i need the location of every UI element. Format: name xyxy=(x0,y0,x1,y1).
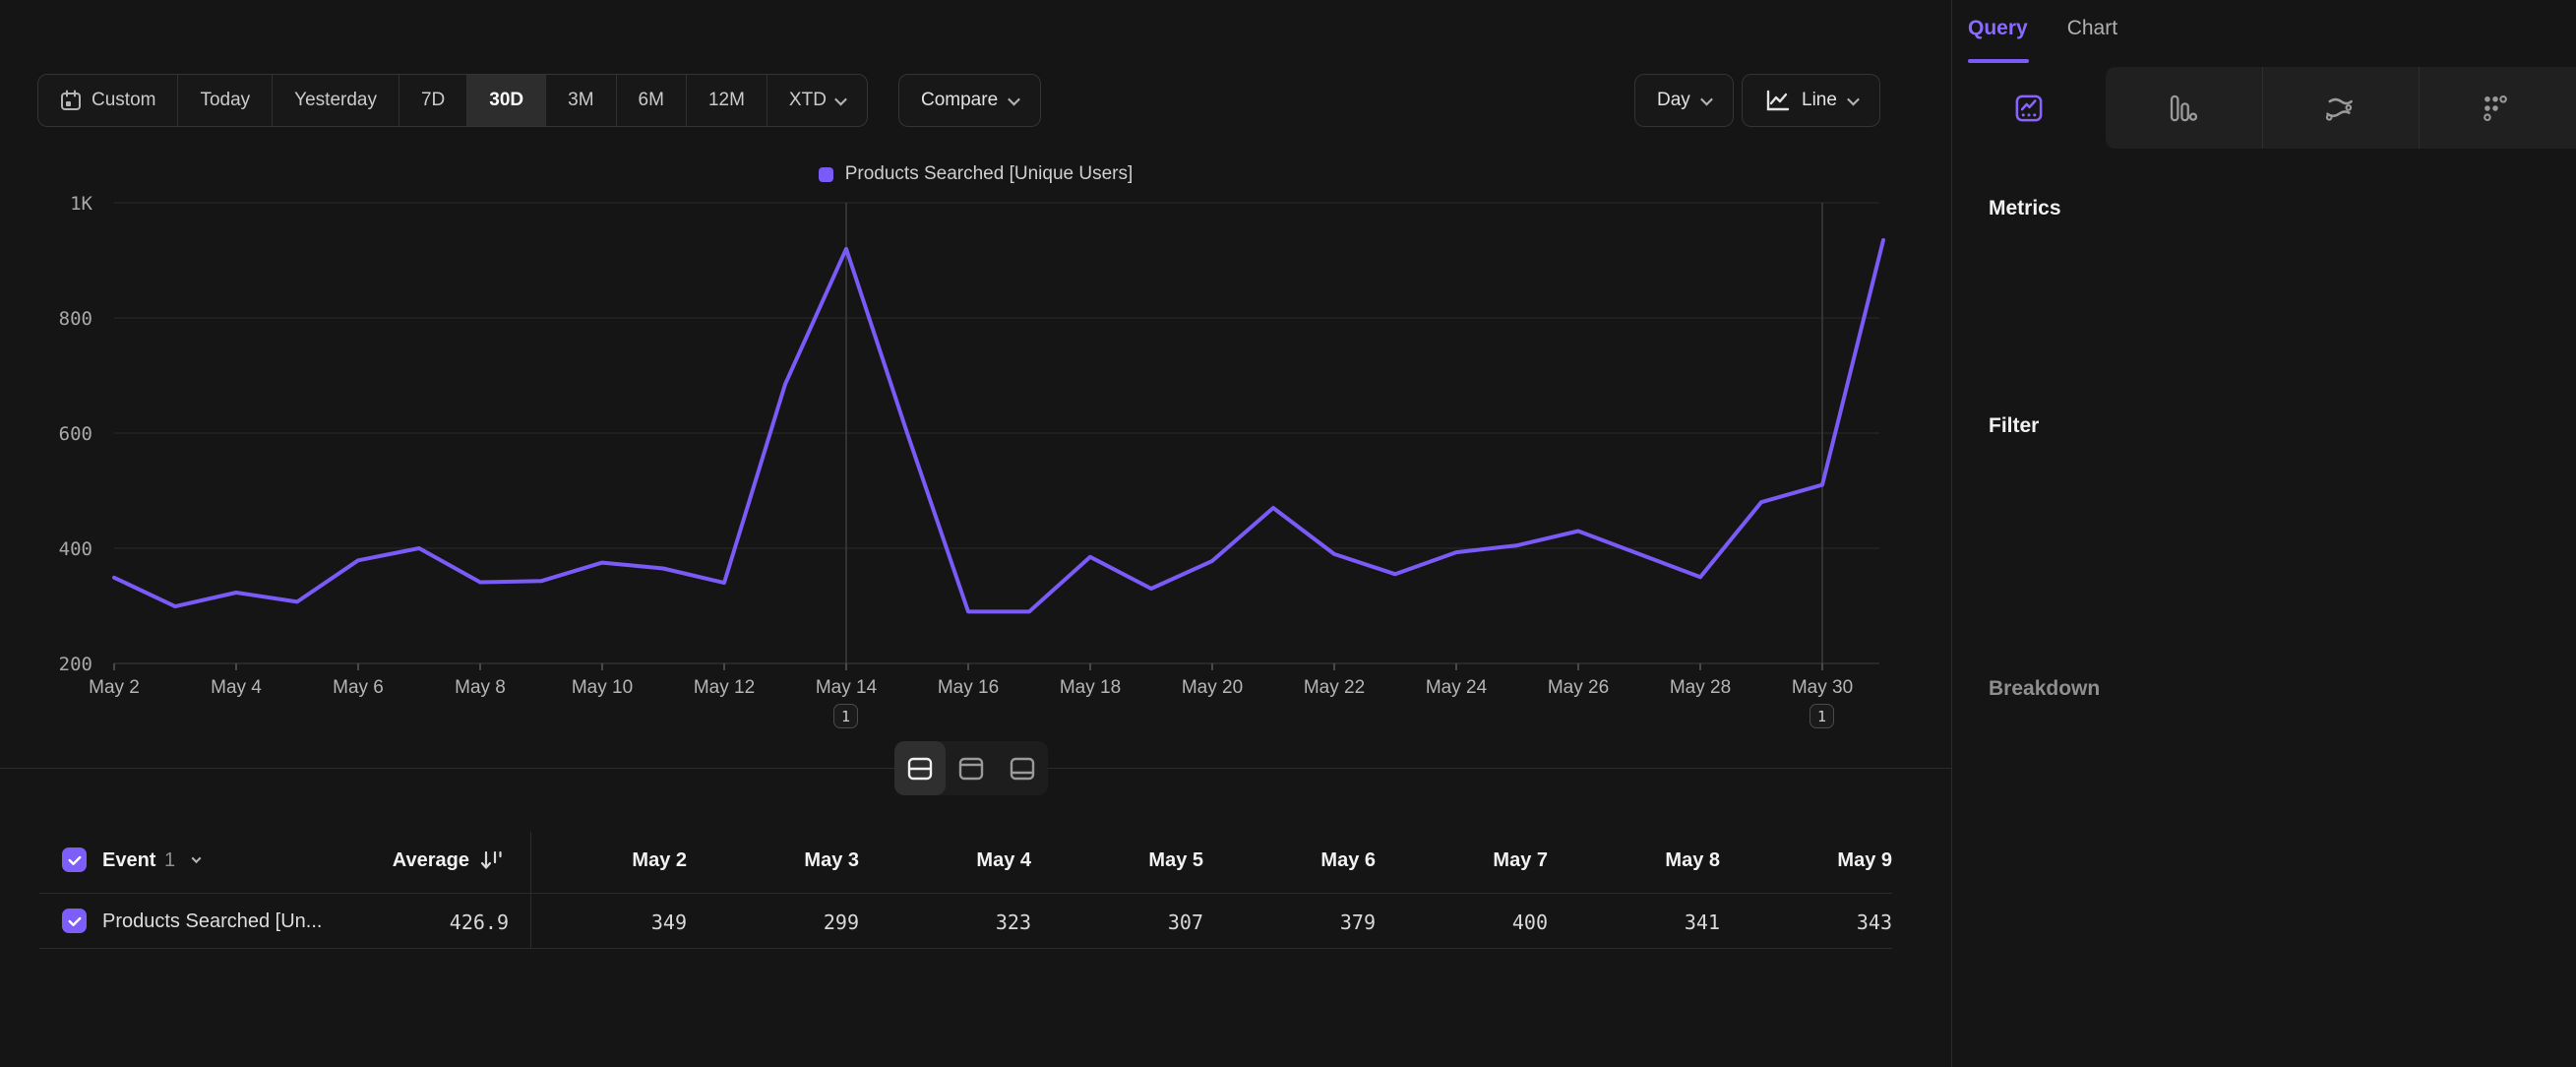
table-date-value: 349 xyxy=(529,910,687,934)
sidebar-tabs: Query Chart xyxy=(1968,17,2117,40)
svg-text:May 4: May 4 xyxy=(211,677,262,698)
check-icon xyxy=(66,912,84,930)
report-tab-funnels[interactable] xyxy=(2106,67,2259,149)
filter-heading: Filter xyxy=(1989,414,2039,438)
svg-text:May 10: May 10 xyxy=(572,677,633,698)
table-only-view-icon xyxy=(1009,756,1036,782)
table-date-value: 341 xyxy=(1563,910,1720,934)
table-row-event-name[interactable]: Products Searched [Un... xyxy=(102,910,322,933)
svg-text:May 18: May 18 xyxy=(1060,677,1121,698)
annotation-badge[interactable]: 1 xyxy=(1809,704,1834,728)
chart-only-view-icon xyxy=(957,756,985,782)
split-view-icon xyxy=(906,756,934,782)
svg-text:200: 200 xyxy=(59,654,92,675)
table-date-value: 343 xyxy=(1735,910,1892,934)
breakdown-heading: Breakdown xyxy=(1989,677,2100,701)
report-tab-retention[interactable] xyxy=(2419,67,2572,149)
table-date-value: 323 xyxy=(874,910,1031,934)
active-tab-underline xyxy=(1968,59,2029,63)
svg-text:May 2: May 2 xyxy=(89,677,140,698)
svg-text:400: 400 xyxy=(59,538,92,560)
report-tab-insights[interactable] xyxy=(1952,67,2106,149)
table-date-header[interactable]: May 5 xyxy=(1046,849,1203,872)
svg-text:May 12: May 12 xyxy=(694,677,755,698)
svg-text:800: 800 xyxy=(59,308,92,330)
funnels-icon xyxy=(2168,94,2197,123)
row-checkbox[interactable] xyxy=(62,909,87,933)
table-date-value: 299 xyxy=(702,910,859,934)
annotation-badge[interactable]: 1 xyxy=(833,704,858,728)
event-column-header: Event xyxy=(102,849,155,872)
sort-icon[interactable] xyxy=(478,847,504,873)
event-count: 1 xyxy=(164,849,175,872)
svg-text:May 6: May 6 xyxy=(333,677,384,698)
report-type-tabs xyxy=(1952,67,2576,149)
tab-query[interactable]: Query xyxy=(1968,17,2028,40)
chevron-down-icon[interactable] xyxy=(192,853,202,863)
svg-text:May 16: May 16 xyxy=(938,677,999,698)
svg-text:May 20: May 20 xyxy=(1182,677,1243,698)
table-row-average: 426.9 xyxy=(361,910,509,934)
layout-chart-only-button[interactable] xyxy=(946,741,997,795)
svg-text:May 24: May 24 xyxy=(1426,677,1488,698)
table-date-header[interactable]: May 7 xyxy=(1390,849,1548,872)
svg-text:May 30: May 30 xyxy=(1792,677,1853,698)
report-main-area: Custom Today Yesterday 7D 30D 3M 6M 12M … xyxy=(0,0,1951,1067)
table-date-header[interactable]: May 9 xyxy=(1735,849,1892,872)
report-tab-flows[interactable] xyxy=(2262,67,2416,149)
layout-toggle-group xyxy=(894,741,1048,795)
metrics-heading: Metrics xyxy=(1989,197,2061,220)
table-date-value: 307 xyxy=(1046,910,1203,934)
table-date-header[interactable]: May 6 xyxy=(1218,849,1376,872)
svg-text:1K: 1K xyxy=(70,193,92,215)
select-all-checkbox[interactable] xyxy=(62,847,87,872)
table-date-value: 400 xyxy=(1390,910,1548,934)
svg-text:May 28: May 28 xyxy=(1670,677,1731,698)
svg-text:May 26: May 26 xyxy=(1548,677,1609,698)
table-date-header[interactable]: May 8 xyxy=(1563,849,1720,872)
retention-icon xyxy=(2481,94,2510,123)
table-date-header[interactable]: May 4 xyxy=(874,849,1031,872)
table-date-header[interactable]: May 3 xyxy=(702,849,859,872)
layout-split-button[interactable] xyxy=(894,741,946,795)
layout-table-only-button[interactable] xyxy=(997,741,1048,795)
svg-text:May 22: May 22 xyxy=(1304,677,1365,698)
query-sidebar: Query Chart xyxy=(1952,0,2576,1067)
tab-chart[interactable]: Chart xyxy=(2067,17,2117,40)
average-column-header[interactable]: Average xyxy=(322,849,469,872)
flows-icon xyxy=(2324,94,2354,123)
insights-icon xyxy=(2014,94,2044,123)
svg-text:May 14: May 14 xyxy=(816,677,878,698)
svg-text:May 8: May 8 xyxy=(455,677,506,698)
table-date-value: 379 xyxy=(1218,910,1376,934)
analytics-app: Custom Today Yesterday 7D 30D 3M 6M 12M … xyxy=(0,0,2576,1067)
svg-text:600: 600 xyxy=(59,423,92,445)
line-chart-canvas[interactable]: 200 400 600 800 1K May 2 May 4 May 6 May 8 May 10… xyxy=(0,0,1951,768)
table-row-divider xyxy=(39,948,1892,949)
table-date-header[interactable]: May 2 xyxy=(529,849,687,872)
table-header-divider xyxy=(39,893,1892,894)
check-icon xyxy=(66,851,84,869)
